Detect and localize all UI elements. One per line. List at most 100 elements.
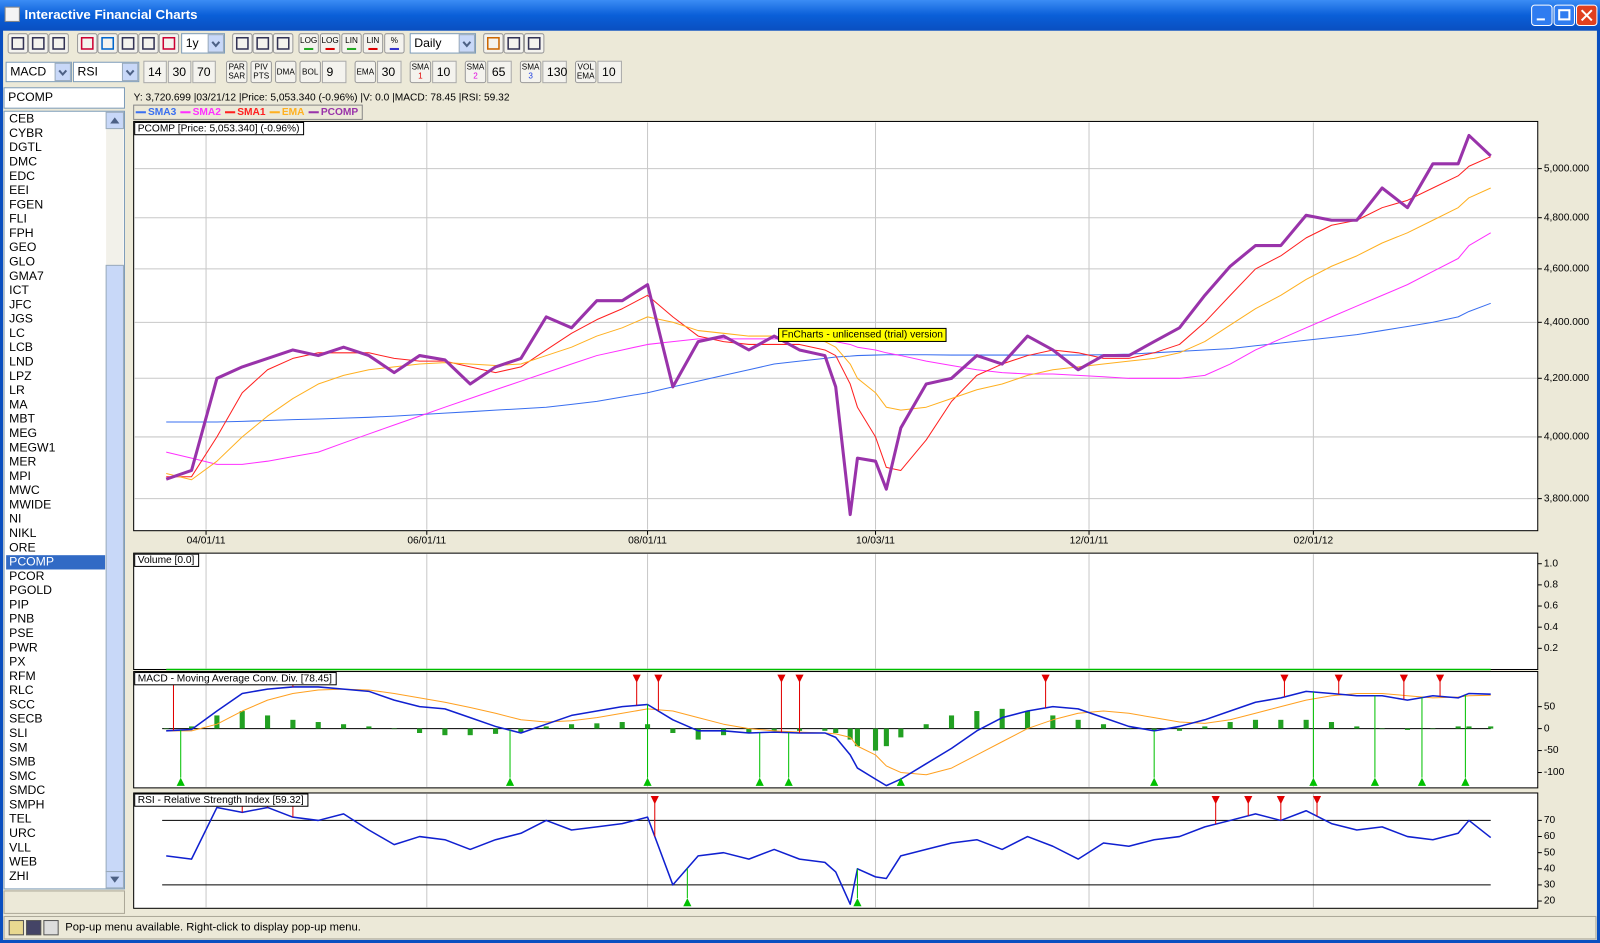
toolbar-button[interactable] [252,33,273,54]
symbol-item[interactable]: PGOLD [9,583,52,597]
minimize-button[interactable] [1531,4,1553,27]
indicator-value[interactable] [377,60,402,84]
rsi-setting[interactable] [192,60,216,84]
indicator-button[interactable] [519,60,542,84]
symbol-item[interactable]: ZHI [9,869,29,883]
symbol-item[interactable]: NI [9,512,21,526]
toolbar-button[interactable] [7,33,29,54]
symbol-item[interactable]: PIP [9,597,29,611]
open-icon[interactable] [8,920,24,936]
indicator-button[interactable] [250,60,272,84]
scroll-thumb[interactable] [105,264,124,873]
toolbar-button[interactable] [158,33,180,54]
indicator-button[interactable] [226,60,248,84]
indicator-button[interactable] [409,60,432,84]
symbol-item[interactable]: LPZ [9,369,32,383]
symbol-item[interactable]: MWC [9,483,40,497]
symbol-item[interactable]: EDC [9,169,35,183]
symbol-item[interactable]: LCB [9,340,33,354]
symbol-item[interactable]: SECB [9,712,42,726]
symbol-item[interactable]: PWR [9,640,38,654]
study-select-arrow[interactable] [121,62,139,82]
indicator-value[interactable] [487,60,512,84]
indicator-button[interactable] [464,60,487,84]
symbol-item[interactable]: LR [9,383,25,397]
indicator-value[interactable] [597,60,622,84]
symbol-item[interactable]: GLO [9,255,35,269]
indicator-button[interactable] [299,60,321,84]
symbol-item[interactable]: SMB [9,755,36,769]
symbol-item[interactable]: RLC [9,683,34,697]
indicator-button[interactable] [575,60,597,84]
symbol-item[interactable]: FLI [9,212,27,226]
symbol-item[interactable]: GEO [9,240,36,254]
symbol-item[interactable]: MPI [9,469,31,483]
toolbar-button[interactable] [503,33,524,54]
symbol-item[interactable]: TEL [9,812,32,826]
symbol-item[interactable]: EEI [9,183,29,197]
study-select-arrow[interactable] [54,62,71,82]
toolbar-button[interactable] [232,33,253,54]
symbol-item[interactable]: PX [9,655,25,669]
indicator-button[interactable] [354,60,377,84]
indicator-value[interactable] [542,60,567,84]
scale-button[interactable] [319,33,341,54]
toolbar-button[interactable] [272,33,294,54]
symbol-item[interactable]: MBT [9,412,35,426]
symbol-item[interactable]: ORE [9,540,36,554]
symbol-item[interactable]: MER [9,455,36,469]
symbol-item[interactable]: VLL [9,840,31,854]
toolbar-button[interactable] [117,33,139,54]
symbol-item[interactable]: GMA7 [9,269,44,283]
symbol-item[interactable]: MEG [9,426,37,440]
symbol-item[interactable]: NIKL [9,526,36,540]
rsi-setting[interactable] [167,60,192,84]
indicator-value[interactable] [321,60,347,84]
toolbar-button[interactable] [77,33,98,54]
symbol-item[interactable]: PSE [9,626,33,640]
fullscreen-icon[interactable] [43,920,59,936]
rsi-setting[interactable] [143,60,167,84]
symbol-item[interactable]: PCOMP [9,555,54,569]
toolbar-button[interactable] [138,33,159,54]
symbol-item[interactable]: CEB [9,112,34,126]
toolbar-button[interactable] [28,33,49,54]
symbol-item[interactable]: CYBR [9,126,43,140]
symbol-search[interactable] [3,87,125,109]
symbol-item[interactable]: SMC [9,769,36,783]
indicator-value[interactable] [432,60,457,84]
symbol-item[interactable]: WEB [9,855,37,869]
indicator-button[interactable] [275,60,297,84]
toolbar-button[interactable] [97,33,118,54]
period-select-arrow[interactable] [207,34,224,53]
scale-button[interactable] [298,33,319,54]
symbol-item[interactable]: SMPH [9,797,44,811]
symbol-item[interactable]: LC [9,326,25,340]
symbol-item[interactable]: JGS [9,312,33,326]
symbol-item[interactable]: DMC [9,155,37,169]
symbol-item[interactable]: PNB [9,612,34,626]
symbol-item[interactable]: LND [9,355,34,369]
symbol-item[interactable]: MEGW1 [9,440,55,454]
symbol-item[interactable]: SMDC [9,783,45,797]
symbol-item[interactable]: FPH [9,226,33,240]
symbol-item[interactable]: JFC [9,297,32,311]
symbol-item[interactable]: ICT [9,283,29,297]
symbol-item[interactable]: RFM [9,669,35,683]
symbol-item[interactable]: SCC [9,697,35,711]
symbol-item[interactable]: PCOR [9,569,45,583]
scale-button[interactable] [384,33,405,54]
toolbar-button[interactable] [483,33,504,54]
symbol-item[interactable]: DGTL [9,140,42,154]
toolbar-button[interactable] [48,33,69,54]
symbol-item[interactable]: SLI [9,726,27,740]
symbol-item[interactable]: MWIDE [9,497,51,511]
symbol-item[interactable]: MA [9,397,28,411]
symbol-item[interactable]: URC [9,826,36,840]
scale-button[interactable] [362,33,384,54]
symbol-item[interactable]: SM [9,740,27,754]
interval-select-arrow[interactable] [458,34,476,53]
save-icon[interactable] [26,920,42,936]
symbol-item[interactable]: FGEN [9,197,43,211]
scale-button[interactable] [341,33,362,54]
